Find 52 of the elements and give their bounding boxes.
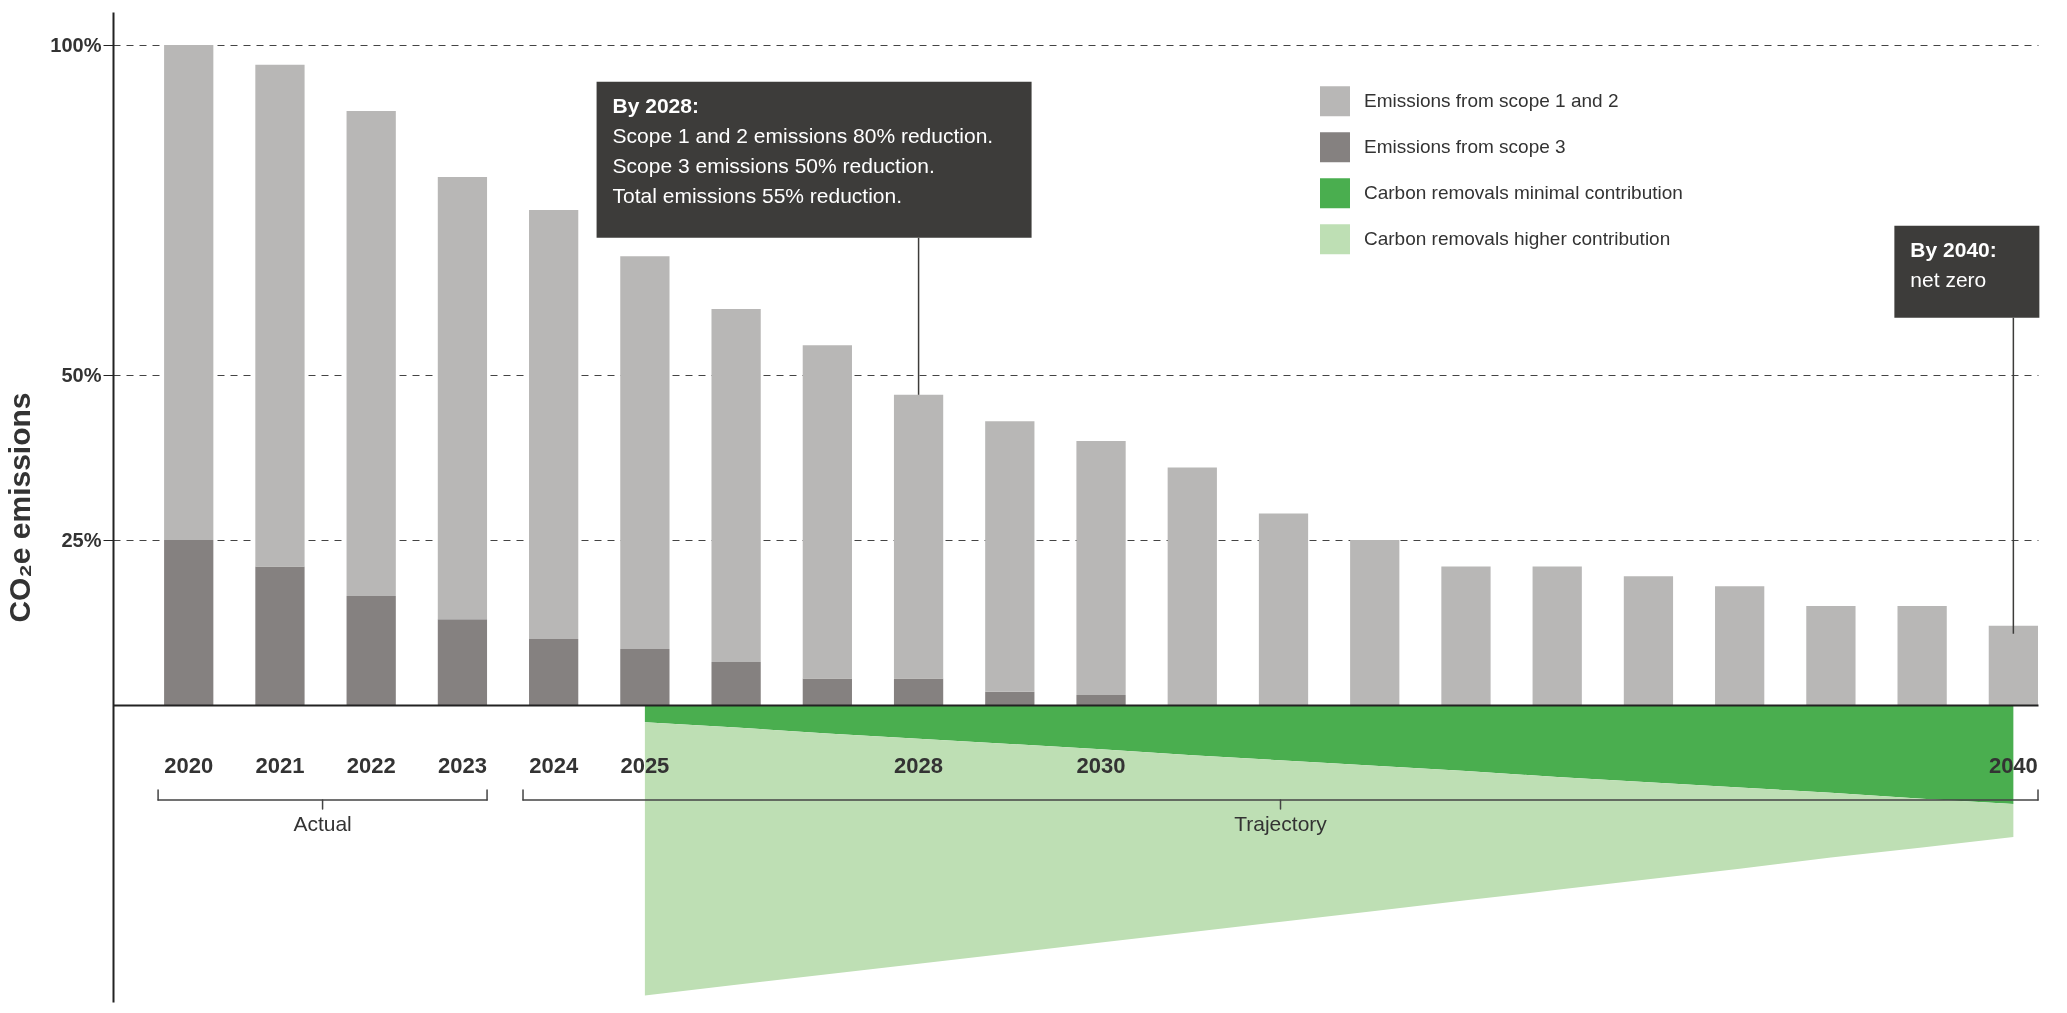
bar bbox=[711, 662, 761, 705]
bar bbox=[1441, 566, 1491, 705]
bar bbox=[802, 678, 852, 705]
legend-label: Emissions from scope 3 bbox=[1363, 136, 1566, 158]
legend-label: Carbon removals minimal contribution bbox=[1363, 182, 1683, 204]
y-tick-label: 25% bbox=[61, 528, 102, 551]
bar bbox=[620, 256, 670, 649]
x-tick-label: 2030 bbox=[1076, 752, 1126, 778]
y-tick-label: 100% bbox=[50, 33, 102, 56]
bar bbox=[529, 210, 579, 639]
bar bbox=[1258, 513, 1309, 705]
x-tick-label: 2022 bbox=[346, 752, 396, 778]
bar bbox=[985, 691, 1035, 705]
bar bbox=[1988, 625, 2038, 705]
bar bbox=[437, 177, 488, 620]
bar bbox=[711, 309, 761, 663]
bar bbox=[1715, 586, 1765, 705]
x-tick-label: 2020 bbox=[164, 752, 214, 778]
bar bbox=[620, 648, 670, 705]
bar bbox=[1076, 695, 1126, 705]
annotation: Trajectory bbox=[1234, 812, 1328, 835]
x-tick-label: 2024 bbox=[529, 752, 579, 778]
bar bbox=[437, 619, 488, 705]
annotation: By 2028: Scope 1 and 2 emissions 80% reduction. Scope 3 emissions 50% reduction. Total emissions 55% reduction. bbox=[612, 93, 994, 207]
x-tick-label: 2028 bbox=[894, 752, 944, 778]
x-tick-label: 2023 bbox=[437, 752, 487, 778]
bar bbox=[346, 111, 396, 597]
bar bbox=[802, 345, 852, 679]
x-tick-label: 2021 bbox=[255, 752, 305, 778]
annotation: By 2040: net zero bbox=[1910, 237, 1997, 291]
bar bbox=[1167, 467, 1217, 705]
legend-label: Emissions from scope 1 and 2 bbox=[1363, 90, 1619, 112]
bar bbox=[164, 45, 214, 540]
bar bbox=[255, 64, 305, 567]
bar bbox=[1350, 540, 1400, 705]
bar bbox=[255, 566, 305, 705]
bar bbox=[893, 394, 944, 679]
bar bbox=[1897, 606, 1947, 705]
bar bbox=[985, 421, 1035, 692]
bar bbox=[1806, 606, 1856, 705]
y-axis-title: CO₂e emissions bbox=[3, 392, 37, 623]
bar bbox=[893, 678, 944, 705]
legend-label: Carbon removals higher contribution bbox=[1363, 228, 1671, 250]
bar bbox=[529, 639, 579, 705]
x-tick-label: 2025 bbox=[620, 752, 670, 778]
bar bbox=[346, 596, 396, 705]
annotation: Actual bbox=[293, 812, 352, 835]
bar bbox=[164, 540, 214, 705]
bar bbox=[1623, 576, 1674, 705]
y-tick-label: 50% bbox=[61, 363, 102, 386]
bar bbox=[1532, 566, 1582, 705]
bar bbox=[1076, 441, 1126, 696]
